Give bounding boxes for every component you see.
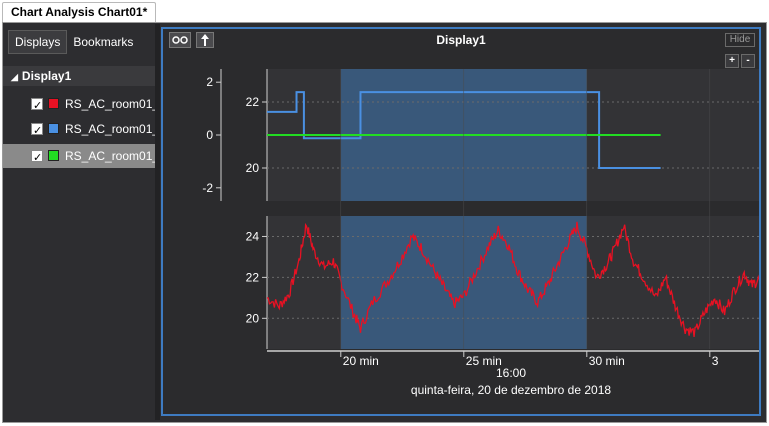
red-series-line xyxy=(266,221,759,337)
tree-root-display1[interactable]: ◢ Display1 xyxy=(3,66,155,86)
top-right-tick-label: 22 xyxy=(246,95,260,109)
series-2-checkbox[interactable] xyxy=(31,119,43,141)
display-header: Display1 Hide xyxy=(163,29,759,51)
top-right-tick-label: 20 xyxy=(246,161,260,175)
blue-series-line xyxy=(267,91,661,169)
top-left-tick-label: -2 xyxy=(202,181,213,195)
x-date-label: quinta-feira, 20 de dezembro de 2018 xyxy=(411,383,611,397)
pin-icon[interactable] xyxy=(196,32,214,48)
x-tick-label: 30 min xyxy=(589,354,625,368)
tree-item-series-1[interactable]: RS_AC_room01_T xyxy=(3,92,155,116)
bottom-tick-label: 22 xyxy=(246,270,260,284)
series-2-color-swatch xyxy=(48,123,59,134)
series-1-label: RS_AC_room01_T xyxy=(65,97,155,111)
bottom-tick-label: 24 xyxy=(246,229,260,243)
tree-root-label: Display1 xyxy=(21,69,72,83)
link-icon[interactable] xyxy=(169,32,191,48)
panel-splitter[interactable] xyxy=(155,24,160,420)
series-3-label: RS_AC_room01_S xyxy=(65,149,155,163)
collapse-arrow-icon[interactable]: ◢ xyxy=(11,72,18,82)
top-left-tick-label: 2 xyxy=(206,75,213,89)
document-tab[interactable]: Chart Analysis Chart01* xyxy=(2,2,157,22)
series-1-color-swatch xyxy=(48,98,59,109)
hide-button[interactable]: Hide xyxy=(725,33,755,47)
x-tick-label: 3 xyxy=(712,354,719,368)
bottom-tick-label: 20 xyxy=(246,311,260,325)
top-left-tick-label: 0 xyxy=(206,128,213,142)
tab-bookmarks[interactable]: Bookmarks xyxy=(73,35,134,49)
tab-displays[interactable]: Displays xyxy=(8,30,68,54)
display-panel: Display1 Hide + - 2 0 -2 22 20 24 22 20 20 min 25… xyxy=(161,27,761,416)
series-3-color-swatch xyxy=(48,150,59,161)
x-time-label: 16:00 xyxy=(496,366,526,380)
series-2-label: RS_AC_room01_T xyxy=(65,122,155,136)
x-tick-label: 25 min xyxy=(466,354,502,368)
series-1-checkbox[interactable] xyxy=(31,94,43,116)
zoom-out-button[interactable]: - xyxy=(741,54,755,68)
left-panel: Displays Bookmarks ◢Display1 RS_AC_room0… xyxy=(3,24,155,420)
display-title: Display1 xyxy=(436,33,486,47)
x-tick-label: 20 min xyxy=(343,354,379,368)
left-panel-tabs: Displays Bookmarks xyxy=(8,30,139,54)
series-3-checkbox[interactable] xyxy=(31,146,43,168)
tree-item-series-3[interactable]: RS_AC_room01_S xyxy=(3,144,155,168)
zoom-in-button[interactable]: + xyxy=(725,54,739,68)
tree-item-series-2[interactable]: RS_AC_room01_T xyxy=(3,117,155,141)
